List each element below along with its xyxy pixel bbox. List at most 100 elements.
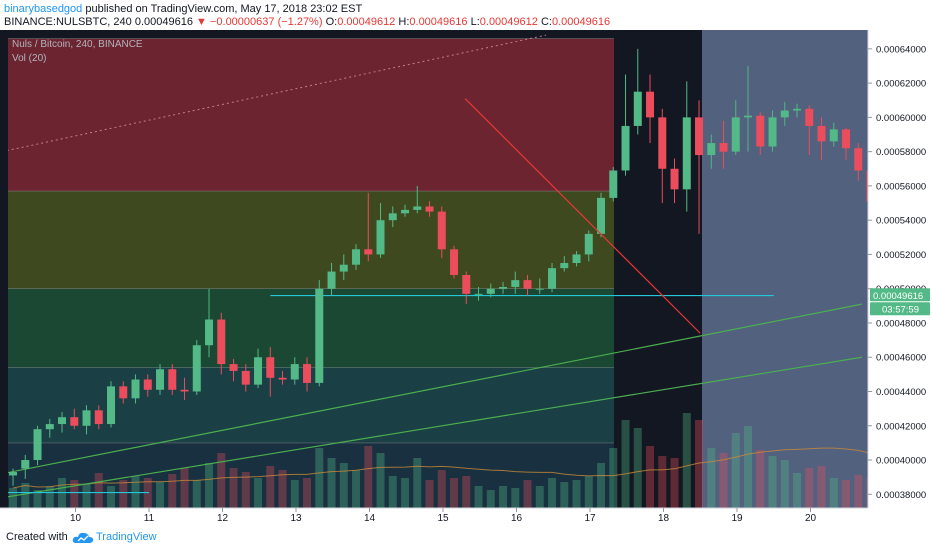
candle-up xyxy=(511,280,520,287)
candle-down xyxy=(94,410,103,425)
candle-down xyxy=(143,379,152,390)
volume-bar xyxy=(107,486,116,508)
volume-bar xyxy=(254,478,263,508)
fib-zone xyxy=(8,288,614,368)
candle-up xyxy=(621,125,630,171)
volume-bar xyxy=(609,448,618,508)
candle-up xyxy=(584,233,593,255)
candle-up xyxy=(21,460,30,469)
countdown-label: 03:57:59 xyxy=(882,304,919,315)
candle-up xyxy=(633,91,642,126)
candle-up xyxy=(829,129,838,142)
candle-down xyxy=(364,249,373,255)
time-tick-label: 15 xyxy=(437,513,449,524)
candle-up xyxy=(205,319,214,346)
projection-zone xyxy=(702,30,868,508)
symbol-line: BINANCE:NULSBTC, 240 xyxy=(4,16,132,28)
price-tick-label: 0.00048000 xyxy=(876,318,926,329)
candle-down xyxy=(756,115,765,147)
candle-up xyxy=(33,429,42,461)
volume-bar xyxy=(829,478,838,508)
volume-bar xyxy=(707,448,716,508)
volume-bar xyxy=(744,426,753,508)
candle-up xyxy=(535,288,544,290)
price-tick-label: 0.00038000 xyxy=(876,490,926,501)
volume-bar xyxy=(217,453,226,508)
candle-down xyxy=(866,170,868,202)
candle-down xyxy=(854,148,863,171)
candle-down xyxy=(425,206,434,212)
volume-bar xyxy=(266,466,275,508)
candle-down xyxy=(658,117,667,169)
candlestick-chart[interactable]: 0.00038000 0.00040000 0.00042000 0.00044000… xyxy=(0,30,932,526)
candle-down xyxy=(523,280,532,289)
volume-bar xyxy=(119,480,128,508)
candle-up xyxy=(474,293,483,295)
volume-bar xyxy=(278,470,287,508)
price-axis xyxy=(868,30,932,526)
close-value: 0.00049616 xyxy=(551,16,611,28)
chart-area[interactable]: 0.00038000 0.00040000 0.00042000 0.00044000… xyxy=(0,30,932,526)
tradingview-cloud-icon xyxy=(72,532,94,543)
candle-up xyxy=(107,386,116,425)
time-tick-label: 16 xyxy=(511,513,523,524)
price-tick-label: 0.00046000 xyxy=(876,353,926,364)
price-tick-label: 0.00064000 xyxy=(876,44,926,55)
volume-bar xyxy=(229,468,238,508)
volume-bar xyxy=(486,490,495,508)
candle-down xyxy=(278,377,287,380)
time-tick-label: 13 xyxy=(290,513,302,524)
candle-up xyxy=(731,117,740,152)
volume-bar xyxy=(168,474,177,508)
fib-zone xyxy=(8,38,614,192)
candle-down xyxy=(719,143,728,152)
candle-up xyxy=(82,410,91,426)
tradingview-brand[interactable]: TradingView xyxy=(96,531,157,543)
green-trendline-lower xyxy=(8,356,863,498)
volume-bar xyxy=(682,413,691,508)
volume-bar xyxy=(70,480,79,508)
volume-bar xyxy=(780,460,789,508)
candle-up xyxy=(388,213,397,221)
time-tick-label: 17 xyxy=(584,513,596,524)
candle-up xyxy=(793,108,802,111)
fib-zone xyxy=(8,191,614,289)
publish-header: binarybasedgod published on TradingView.… xyxy=(0,0,932,30)
volume-bar xyxy=(523,480,532,508)
candle-up xyxy=(744,115,753,118)
volume-bar xyxy=(450,478,459,508)
candle-down xyxy=(168,369,177,390)
volume-bar xyxy=(768,456,777,508)
candle-down xyxy=(70,417,79,426)
author-link[interactable]: binarybasedgod xyxy=(4,3,83,15)
volume-bar xyxy=(413,458,422,508)
volume-bar xyxy=(352,470,361,508)
candle-up xyxy=(376,220,385,255)
candle-up xyxy=(401,209,410,214)
volume-bar xyxy=(854,475,863,508)
volume-bar xyxy=(756,450,765,508)
candle-down xyxy=(217,319,226,365)
candle-up xyxy=(45,424,54,430)
candle-up xyxy=(682,117,691,190)
time-tick-label: 18 xyxy=(658,513,670,524)
high-value: 0.00049616 xyxy=(409,16,468,28)
candle-up xyxy=(352,249,361,265)
candle-down xyxy=(303,364,312,383)
volume-bar xyxy=(658,456,667,508)
high-label: H: xyxy=(398,16,410,28)
time-tick-label: 19 xyxy=(731,513,743,524)
volume-bar xyxy=(535,486,544,508)
volume-bar xyxy=(474,486,483,508)
candle-up xyxy=(315,288,324,383)
volume-bar xyxy=(548,478,557,508)
fib-zone xyxy=(8,442,614,508)
time-tick-label: 12 xyxy=(217,513,229,524)
ohlc-line: BINANCE:NULSBTC, 240 0.00049616 ▼ −0.000… xyxy=(4,16,610,28)
candle-down xyxy=(805,108,814,126)
candle-down xyxy=(462,274,471,294)
candle-down xyxy=(670,168,679,190)
volume-ma-line xyxy=(12,447,868,489)
candle-up xyxy=(339,264,348,272)
candle-up xyxy=(254,357,263,385)
